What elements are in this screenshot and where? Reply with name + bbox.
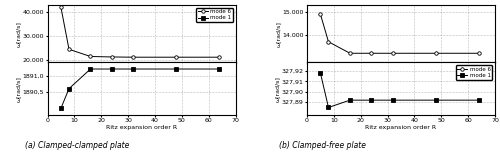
mode 6: [130, 56, 136, 58]
Text: (b) Clamped-free plate: (b) Clamped-free plate: [279, 141, 366, 150]
mode 6: [58, 6, 64, 8]
X-axis label: Ritz expansion order R: Ritz expansion order R: [106, 125, 177, 130]
mode 1: [347, 99, 353, 101]
Y-axis label: ω[rad/s]: ω[rad/s]: [276, 21, 280, 47]
Y-axis label: ω[rad/s]: ω[rad/s]: [16, 76, 21, 102]
mode 6: [216, 56, 222, 58]
mode 6: [174, 56, 180, 58]
mode 6: [88, 55, 94, 57]
mode 1: [368, 99, 374, 101]
mode 1: [476, 99, 482, 101]
X-axis label: Ritz expansion order R: Ritz expansion order R: [366, 125, 436, 130]
mode 1: [318, 72, 324, 74]
mode 6: [66, 48, 72, 50]
Line: mode 6: mode 6: [59, 6, 221, 59]
Text: (a) Clamped-clamped plate: (a) Clamped-clamped plate: [26, 141, 130, 150]
Legend: mode 6, mode 1: mode 6, mode 1: [456, 65, 492, 80]
mode 1: [326, 106, 332, 108]
Legend: mode 6, mode 1: mode 6, mode 1: [196, 8, 232, 22]
mode 1: [390, 99, 396, 101]
Y-axis label: ω[rad/s]: ω[rad/s]: [16, 21, 21, 47]
mode 6: [109, 56, 115, 58]
Line: mode 1: mode 1: [318, 71, 480, 109]
Y-axis label: ω[rad/s]: ω[rad/s]: [275, 76, 280, 102]
mode 1: [433, 99, 439, 101]
